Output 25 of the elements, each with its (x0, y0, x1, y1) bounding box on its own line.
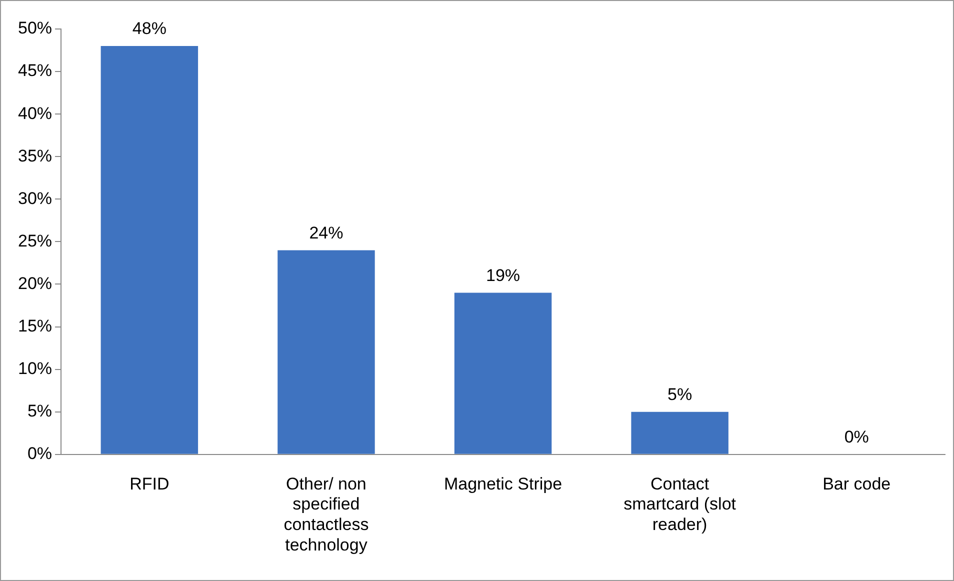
y-tick-label: 35% (18, 146, 52, 166)
y-tick-label: 30% (18, 188, 52, 208)
bar (454, 292, 552, 454)
y-tick-label: 50% (18, 18, 52, 38)
data-label: 5% (668, 385, 692, 404)
x-tick-label: Bar code (822, 474, 891, 494)
bar (278, 250, 375, 454)
data-label: 24% (309, 223, 344, 242)
y-tick-label: 25% (18, 231, 52, 250)
y-tick-label: 15% (18, 316, 52, 336)
bar (631, 412, 728, 454)
data-label: 0% (844, 428, 869, 447)
x-tick-label: Contact smartcard (slot reader) (624, 474, 736, 534)
x-tick-label: Other/ non specified contactless technology (284, 474, 369, 554)
y-tick-label: 0% (27, 444, 52, 464)
y-tick-label: 45% (18, 61, 52, 80)
x-tick-label: RFID (130, 474, 170, 494)
y-tick-label: 20% (18, 274, 52, 293)
y-tick-label: 10% (18, 359, 52, 378)
y-tick-label: 40% (18, 104, 52, 123)
data-label: 19% (486, 266, 520, 285)
y-tick-label: 5% (27, 402, 52, 421)
data-label: 48% (132, 19, 166, 38)
x-tick-label: Magnetic Stripe (444, 474, 562, 494)
bar (100, 46, 198, 454)
